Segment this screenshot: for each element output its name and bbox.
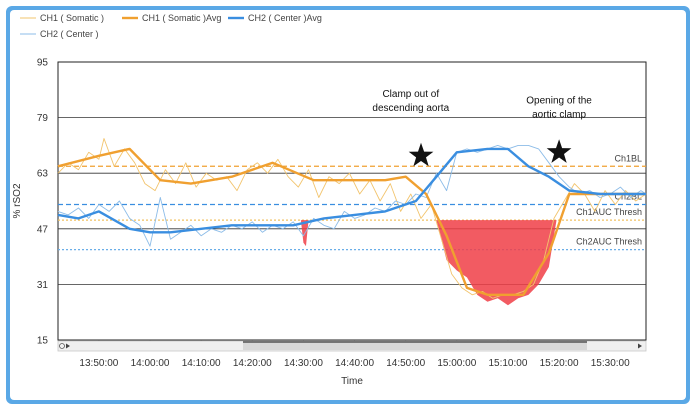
legend: CH1 ( Somatic ) CH1 ( Somatic )Avg CH2 ( C… xyxy=(20,13,322,39)
x-tick-label: 13:50:00 xyxy=(79,358,118,369)
x-tick-label: 15:30:00 xyxy=(591,358,630,369)
y-axis-title: % rSO2 xyxy=(12,183,23,218)
star-marker-icon xyxy=(546,139,572,163)
y-tick-label: 15 xyxy=(37,336,49,347)
star-marker-icon xyxy=(408,142,434,167)
y-tick-label: 79 xyxy=(37,113,49,124)
horizontal-scrollbar[interactable] xyxy=(57,340,647,352)
ref-label-ch1bl: Ch1BL xyxy=(614,153,642,163)
legend-label-ch2-center-avg: CH2 ( Center )Avg xyxy=(248,13,322,23)
y-tick-label: 47 xyxy=(37,224,49,235)
series-line-ch2-center xyxy=(57,144,647,247)
scrollbar-thumb[interactable] xyxy=(243,342,587,350)
annotation-text-1: Opening of the xyxy=(526,96,592,107)
x-tick-label: 15:20:00 xyxy=(540,358,579,369)
x-tick-label: 14:50:00 xyxy=(386,358,425,369)
x-tick-label: 14:00:00 xyxy=(131,358,170,369)
scroll-right-icon[interactable] xyxy=(638,343,642,349)
annotation-text-0: descending aorta xyxy=(372,103,449,114)
series-line-ch1-somatic-avg xyxy=(57,147,646,296)
auc-region-0 xyxy=(436,220,557,306)
x-tick-label: 14:10:00 xyxy=(182,358,221,369)
legend-label-ch1-somatic: CH1 ( Somatic ) xyxy=(40,13,104,23)
reference-lines: Ch1BL Ch2BL Ch1AUC Thresh Ch2AUC Thresh xyxy=(58,153,646,251)
y-tick-label: 31 xyxy=(37,280,49,291)
x-axis-title: Time xyxy=(341,376,363,387)
annotation-text-0: Clamp out of xyxy=(382,89,439,100)
x-tick-label: 14:20:00 xyxy=(233,358,272,369)
scroll-left-icon[interactable] xyxy=(66,343,70,349)
ref-label-ch1auc-thresh: Ch1AUC Thresh xyxy=(576,207,642,217)
x-tick-label: 14:40:00 xyxy=(335,358,374,369)
x-tick-label: 15:10:00 xyxy=(488,358,527,369)
ref-label-ch2bl: Ch2BL xyxy=(614,191,642,201)
x-tick-label: 14:30:00 xyxy=(284,358,323,369)
x-axis: 13:50:00 14:00:00 14:10:00 14:20:00 14:30:00… xyxy=(79,340,630,369)
legend-label-ch1-somatic-avg: CH1 ( Somatic )Avg xyxy=(142,13,221,23)
y-axis: 15 31 47 63 79 95 xyxy=(37,58,49,347)
y-tick-label: 95 xyxy=(37,58,49,69)
annotations: Clamp out of descending aorta Opening of t… xyxy=(372,89,592,167)
legend-label-ch2-center: CH2 ( Center ) xyxy=(40,29,99,39)
series-line-ch1-somatic xyxy=(57,138,647,299)
y-tick-label: 63 xyxy=(37,169,49,180)
ref-label-ch2auc-thresh: Ch2AUC Thresh xyxy=(576,237,642,247)
plot-area xyxy=(57,61,647,341)
zoom-reset-icon[interactable] xyxy=(59,343,65,349)
series-layer xyxy=(57,138,647,299)
x-tick-label: 15:00:00 xyxy=(437,358,476,369)
annotation-text-1: aortic clamp xyxy=(532,110,586,121)
series-line-ch2-center-avg xyxy=(57,147,646,234)
